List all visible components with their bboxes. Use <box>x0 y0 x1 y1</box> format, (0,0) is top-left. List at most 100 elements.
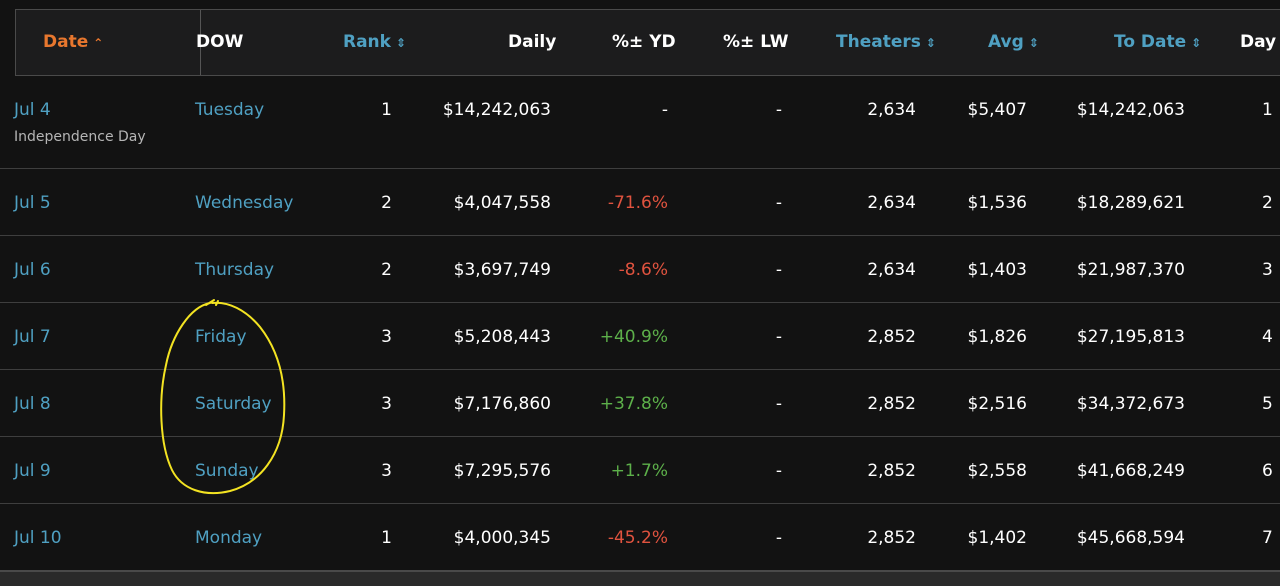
theaters-value: 2,852 <box>867 461 916 481</box>
rank-value: 3 <box>381 461 392 481</box>
row-divider <box>0 436 1280 437</box>
daily-value: $3,697,749 <box>453 260 551 280</box>
day-value: 4 <box>1262 327 1273 347</box>
sort-icon: ⇕ <box>1191 36 1202 50</box>
table-header <box>15 9 1280 76</box>
date-column-header[interactable]: Date ⌃ <box>43 10 103 75</box>
row-divider <box>0 168 1280 169</box>
to-date-value: $34,372,673 <box>1076 394 1185 414</box>
day-value: 7 <box>1262 528 1273 548</box>
rank-value: 1 <box>381 100 392 120</box>
theaters-value: 2,634 <box>867 193 916 213</box>
theaters-value: 2,634 <box>867 260 916 280</box>
date-link[interactable]: Jul 4 <box>14 100 51 120</box>
avg-value: $2,558 <box>967 461 1027 481</box>
avg-value: $1,826 <box>967 327 1027 347</box>
pct-lw-value: - <box>775 260 782 280</box>
pct-lw-value: - <box>775 461 782 481</box>
pct-yd-value: +1.7% <box>610 461 668 481</box>
sort-icon: ⇕ <box>925 36 936 50</box>
to-date-value: $27,195,813 <box>1076 327 1185 347</box>
to-date-value: $14,242,063 <box>1076 100 1185 120</box>
pct-yd-value: -71.6% <box>607 193 668 213</box>
date-header-cell <box>16 10 201 75</box>
rank-header-label: Rank <box>343 32 391 52</box>
pct-yd-column-header: %± YD <box>612 32 676 52</box>
dow-link[interactable]: Saturday <box>195 394 272 414</box>
row-divider <box>0 302 1280 303</box>
rank-column-header[interactable]: Rank ⇕ <box>343 10 406 75</box>
to-date-column-header[interactable]: To Date ⇕ <box>1114 10 1201 75</box>
day-value: 6 <box>1262 461 1273 481</box>
day-value: 5 <box>1262 394 1273 414</box>
day-value: 2 <box>1262 193 1273 213</box>
date-link[interactable]: Jul 6 <box>14 260 51 280</box>
horizontal-scrollbar[interactable] <box>0 570 1280 586</box>
rank-value: 2 <box>381 260 392 280</box>
dow-link[interactable]: Friday <box>195 327 247 347</box>
to-date-value: $41,668,249 <box>1076 461 1185 481</box>
daily-value: $4,047,558 <box>453 193 551 213</box>
date-link[interactable]: Jul 9 <box>14 461 51 481</box>
dow-link[interactable]: Wednesday <box>195 193 294 213</box>
pct-yd-value: +37.8% <box>599 394 668 414</box>
theaters-value: 2,852 <box>867 394 916 414</box>
date-link[interactable]: Jul 8 <box>14 394 51 414</box>
avg-value: $1,402 <box>967 528 1027 548</box>
avg-value: $5,407 <box>967 100 1027 120</box>
day-column-header: Day <box>1240 32 1277 52</box>
pct-lw-value: - <box>775 327 782 347</box>
theaters-value: 2,852 <box>867 327 916 347</box>
date-header-label: Date <box>43 32 89 52</box>
dow-link[interactable]: Monday <box>195 528 263 548</box>
dow-link[interactable]: Sunday <box>195 461 259 481</box>
rank-value: 1 <box>381 528 392 548</box>
to-date-value: $45,668,594 <box>1076 528 1185 548</box>
theaters-header-label: Theaters <box>836 32 921 52</box>
dow-link[interactable]: Thursday <box>195 260 275 280</box>
daily-column-header: Daily <box>508 32 557 52</box>
row-divider <box>0 369 1280 370</box>
dow-column-header: DOW <box>196 32 244 52</box>
to-date-header-label: To Date <box>1114 32 1187 52</box>
avg-value: $1,403 <box>967 260 1027 280</box>
sort-icon: ⇕ <box>395 36 407 50</box>
row-divider <box>0 235 1280 236</box>
pct-lw-value: - <box>775 528 782 548</box>
pct-lw-column-header: %± LW <box>723 32 789 52</box>
rank-value: 3 <box>381 327 392 347</box>
theaters-value: 2,634 <box>867 100 916 120</box>
theaters-column-header[interactable]: Theaters ⇕ <box>836 10 936 75</box>
to-date-value: $21,987,370 <box>1076 260 1185 280</box>
daily-value: $7,295,576 <box>453 461 551 481</box>
holiday-label: Independence Day <box>14 129 146 145</box>
dow-link[interactable]: Tuesday <box>195 100 265 120</box>
row-divider <box>0 503 1280 504</box>
avg-header-label: Avg <box>988 32 1024 52</box>
daily-value: $4,000,345 <box>453 528 551 548</box>
pct-lw-value: - <box>775 193 782 213</box>
day-value: 1 <box>1262 100 1273 120</box>
pct-yd-value: -45.2% <box>607 528 668 548</box>
pct-lw-value: - <box>775 100 782 120</box>
rank-value: 3 <box>381 394 392 414</box>
date-link[interactable]: Jul 5 <box>14 193 51 213</box>
pct-yd-value: - <box>661 100 668 120</box>
pct-yd-value: +40.9% <box>599 327 668 347</box>
avg-value: $1,536 <box>967 193 1027 213</box>
pct-lw-value: - <box>775 394 782 414</box>
date-link[interactable]: Jul 7 <box>14 327 51 347</box>
sort-ascending-icon: ⌃ <box>93 36 104 50</box>
daily-value: $5,208,443 <box>453 327 551 347</box>
avg-value: $2,516 <box>967 394 1027 414</box>
daily-value: $7,176,860 <box>453 394 551 414</box>
date-link[interactable]: Jul 10 <box>14 528 62 548</box>
to-date-value: $18,289,621 <box>1076 193 1185 213</box>
daily-value: $14,242,063 <box>442 100 551 120</box>
rank-value: 2 <box>381 193 392 213</box>
sort-icon: ⇕ <box>1028 36 1039 50</box>
avg-column-header[interactable]: Avg ⇕ <box>988 10 1039 75</box>
theaters-value: 2,852 <box>867 528 916 548</box>
pct-yd-value: -8.6% <box>618 260 668 280</box>
